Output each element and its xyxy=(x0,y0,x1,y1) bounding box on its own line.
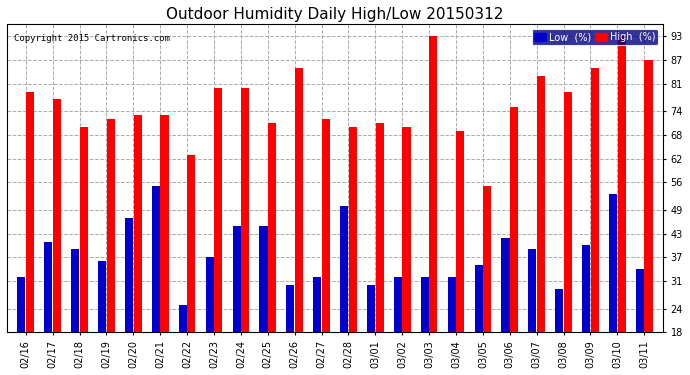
Bar xyxy=(456,131,464,332)
Bar xyxy=(161,115,168,332)
Bar xyxy=(394,277,402,332)
Bar xyxy=(636,269,644,332)
Bar xyxy=(80,127,88,332)
Bar xyxy=(609,194,617,332)
Bar xyxy=(564,92,572,332)
Bar xyxy=(98,261,106,332)
Bar xyxy=(322,119,330,332)
Bar xyxy=(53,99,61,332)
Bar xyxy=(591,68,599,332)
Bar xyxy=(17,277,26,332)
Bar xyxy=(502,238,509,332)
Bar xyxy=(215,88,222,332)
Bar xyxy=(529,249,536,332)
Bar xyxy=(241,88,249,332)
Bar xyxy=(644,60,653,332)
Bar xyxy=(510,107,518,332)
Bar xyxy=(286,285,295,332)
Text: Copyright 2015 Cartronics.com: Copyright 2015 Cartronics.com xyxy=(14,34,169,43)
Bar xyxy=(71,249,79,332)
Bar xyxy=(483,186,491,332)
Bar xyxy=(107,119,115,332)
Bar xyxy=(26,92,34,332)
Bar xyxy=(188,155,195,332)
Bar xyxy=(367,285,375,332)
Bar xyxy=(233,226,241,332)
Bar xyxy=(348,127,357,332)
Bar xyxy=(618,36,626,332)
Bar xyxy=(268,123,276,332)
Bar xyxy=(313,277,322,332)
Bar xyxy=(429,36,437,332)
Bar xyxy=(134,115,141,332)
Bar xyxy=(555,289,563,332)
Bar xyxy=(402,127,411,332)
Bar xyxy=(582,246,590,332)
Bar xyxy=(259,226,268,332)
Bar xyxy=(448,277,455,332)
Bar xyxy=(125,218,133,332)
Bar xyxy=(295,68,303,332)
Bar xyxy=(475,265,482,332)
Bar xyxy=(340,206,348,332)
Bar xyxy=(421,277,429,332)
Bar xyxy=(206,257,214,332)
Bar xyxy=(152,186,160,332)
Bar xyxy=(375,123,384,332)
Legend: Low  (%), High  (%): Low (%), High (%) xyxy=(531,29,658,45)
Bar xyxy=(537,76,545,332)
Title: Outdoor Humidity Daily High/Low 20150312: Outdoor Humidity Daily High/Low 20150312 xyxy=(166,7,504,22)
Bar xyxy=(44,242,52,332)
Bar xyxy=(179,304,187,332)
